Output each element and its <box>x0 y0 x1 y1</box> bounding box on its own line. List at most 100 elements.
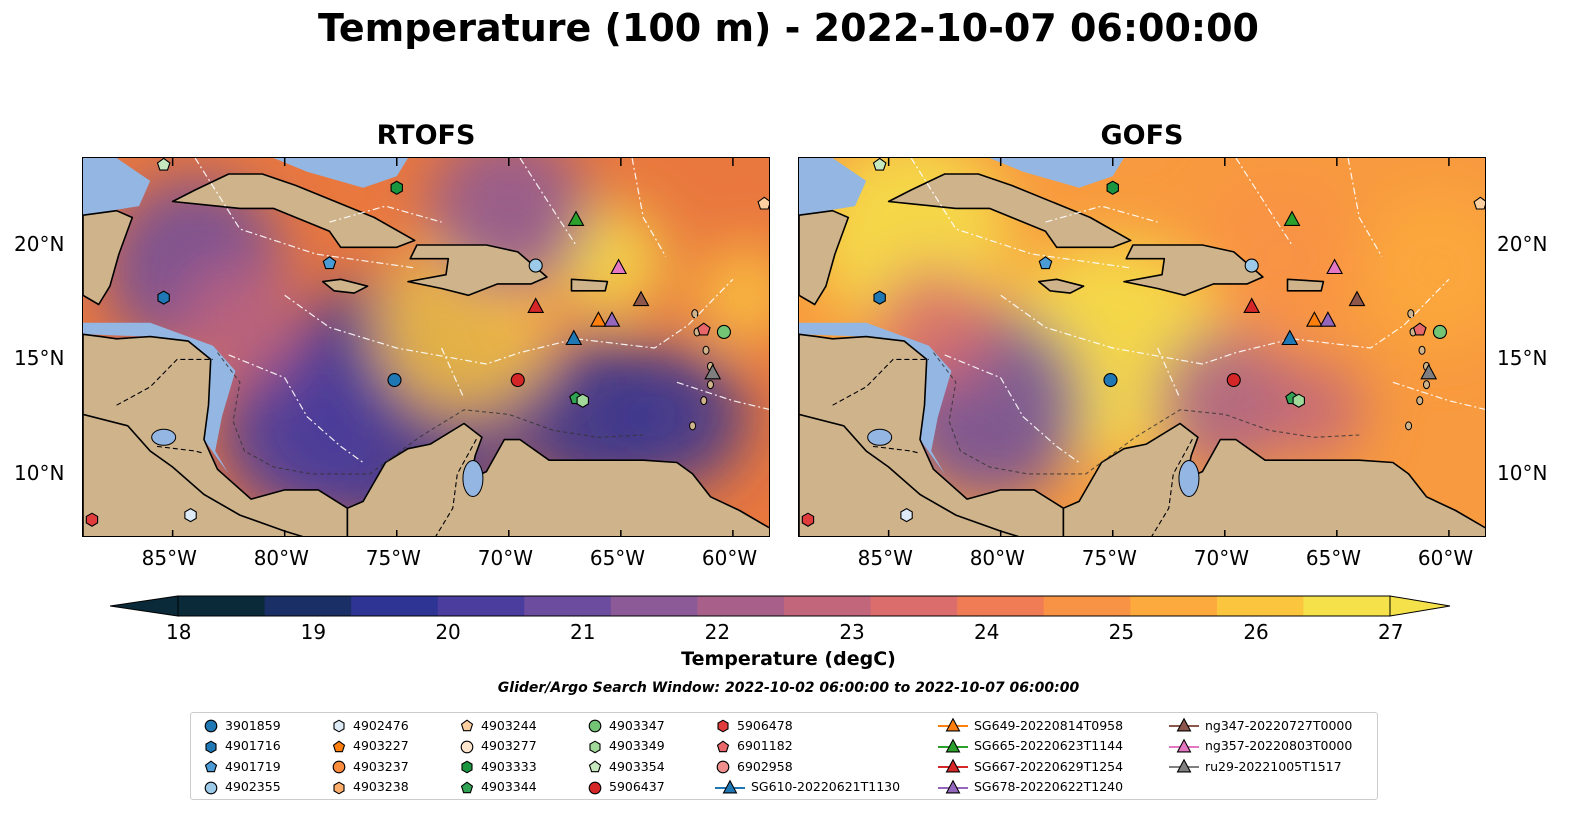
observation-4903347[interactable] <box>716 324 731 340</box>
legend-marker-6901182[interactable] <box>716 740 730 752</box>
observation-4903349[interactable] <box>576 393 589 408</box>
observation-4903244[interactable] <box>1473 196 1486 210</box>
legend-item-4903333: 4903333 <box>459 758 537 774</box>
legend-marker-icon <box>332 740 346 752</box>
observation-3901859[interactable] <box>387 372 402 388</box>
eez-boundary <box>1347 158 1383 257</box>
observation-SG649-20220814T0958[interactable] <box>589 311 607 327</box>
observation-SG610-20220621T1130[interactable] <box>565 329 583 346</box>
legend-marker-ru29-20221005T1517[interactable] <box>1176 758 1192 773</box>
observation-SG667-20220629T1254[interactable] <box>1243 297 1261 313</box>
observation-5906437[interactable] <box>510 372 525 388</box>
legend-marker-4903349[interactable] <box>589 740 601 753</box>
colorbar-segment <box>178 596 266 616</box>
legend-marker-4901716[interactable] <box>205 740 217 753</box>
island <box>689 421 697 431</box>
observation-SG678-20220622T1240[interactable] <box>1319 311 1337 327</box>
legend-marker-5906478[interactable] <box>717 719 729 733</box>
observation-SG610-20220621T1130[interactable] <box>1281 329 1299 346</box>
legend-label: 4901719 <box>225 758 281 774</box>
legend-marker-4902476[interactable] <box>333 719 345 733</box>
legend-marker-SG665-20220623T1144[interactable] <box>945 738 961 752</box>
observation-SG649-20220814T0958[interactable] <box>1305 311 1323 327</box>
observation-4903347[interactable] <box>1432 324 1447 340</box>
legend-marker-SG649-20220814T0958[interactable] <box>945 717 961 732</box>
observation-SG665-20220623T1144[interactable] <box>567 210 585 226</box>
colorbar-segment <box>1216 596 1305 616</box>
lat-tick-label-left: 10°N <box>14 460 65 485</box>
observation-4903333[interactable] <box>390 180 403 195</box>
temperature-patch <box>694 245 769 346</box>
map-gofs[interactable] <box>798 157 1486 537</box>
legend-marker-4903347[interactable] <box>588 719 602 733</box>
lon-tick-label: 80°W <box>969 546 1025 570</box>
observation-SG665-20220623T1144[interactable] <box>1283 210 1301 226</box>
legend-marker-4903344[interactable] <box>460 781 474 793</box>
legend-label: ng357-20220803T0000 <box>1205 738 1353 753</box>
island <box>706 380 714 390</box>
legend-marker-SG667-20220629T1254[interactable] <box>945 758 961 773</box>
island <box>691 309 699 319</box>
legend-marker-SG678-20220622T1240[interactable] <box>945 779 961 793</box>
observation-4902355[interactable] <box>528 258 543 273</box>
legend-marker-4901719[interactable] <box>204 760 218 773</box>
colorbar-segment <box>784 596 872 616</box>
legend-marker-ng347-20220727T0000[interactable] <box>1176 717 1192 732</box>
observation-ru29-20221005T1517[interactable] <box>704 363 722 380</box>
colorbar-tick-label: 24 <box>974 620 1000 644</box>
observation-6901182[interactable] <box>696 322 711 336</box>
legend-label: SG667-20220629T1254 <box>974 758 1124 774</box>
legend-marker-4903237[interactable] <box>332 760 346 774</box>
panel-title-rtofs: RTOFS <box>376 120 476 151</box>
legend-marker-3901859[interactable] <box>204 719 218 733</box>
legend-marker-4903238[interactable] <box>333 781 345 794</box>
lake-nicaragua <box>151 428 177 446</box>
colorbar-segment <box>437 596 525 616</box>
observation-ng357-20220803T0000[interactable] <box>1326 258 1344 275</box>
legend-marker-4903244[interactable] <box>460 719 474 732</box>
observation-ng347-20220727T0000[interactable] <box>1348 290 1366 307</box>
observation-4903333[interactable] <box>1106 180 1119 195</box>
legend-marker-4902355[interactable] <box>204 781 218 794</box>
observation-5906478[interactable] <box>85 512 99 527</box>
observation-4901716[interactable] <box>873 290 886 305</box>
observation-4903244[interactable] <box>757 196 770 210</box>
observation-SG678-20220622T1240[interactable] <box>603 311 621 327</box>
eez-boundary <box>1000 294 1293 365</box>
observation-4902476[interactable] <box>184 507 197 523</box>
legend-marker-4903227[interactable] <box>332 740 346 752</box>
legend-marker-ng357-20220803T0000[interactable] <box>1176 738 1192 752</box>
colorbar-extend-max <box>1389 595 1451 617</box>
land-yucatan <box>799 209 850 306</box>
island <box>700 396 708 406</box>
observation-6901182[interactable] <box>1412 322 1427 336</box>
observation-4903354[interactable] <box>156 158 171 171</box>
observation-ru29-20221005T1517[interactable] <box>1420 363 1438 380</box>
observation-5906437[interactable] <box>1226 372 1241 388</box>
legend-marker-4903333[interactable] <box>461 760 473 774</box>
map-gofs-canvas <box>799 158 1486 536</box>
legend-label: 4903344 <box>481 779 537 794</box>
lat-tick-label-right: 10°N <box>1497 460 1548 485</box>
land-cuba <box>171 173 416 249</box>
observation-4903349[interactable] <box>1292 393 1305 408</box>
legend-marker-4903277[interactable] <box>460 740 474 753</box>
legend-marker-5906437[interactable] <box>588 781 602 794</box>
legend-label: ru29-20221005T1517 <box>1205 758 1342 774</box>
observation-5906478[interactable] <box>801 512 815 527</box>
observation-4901719[interactable] <box>322 256 337 270</box>
map-rtofs[interactable] <box>82 157 770 537</box>
lon-tick-label: 65°W <box>589 546 646 570</box>
legend-marker-4903354[interactable] <box>588 760 602 773</box>
observation-4902476[interactable] <box>900 507 913 523</box>
observation-3901859[interactable] <box>1103 372 1118 388</box>
observation-ng357-20220803T0000[interactable] <box>610 258 628 275</box>
legend-marker-SG610-20220621T1130[interactable] <box>722 779 738 793</box>
observation-ng347-20220727T0000[interactable] <box>632 290 650 307</box>
observation-4902355[interactable] <box>1244 258 1259 273</box>
observation-4901719[interactable] <box>1038 256 1053 270</box>
legend-marker-6902958[interactable] <box>716 760 730 774</box>
observation-4903354[interactable] <box>872 158 887 171</box>
observation-4901716[interactable] <box>157 290 170 305</box>
observation-SG667-20220629T1254[interactable] <box>527 297 545 313</box>
